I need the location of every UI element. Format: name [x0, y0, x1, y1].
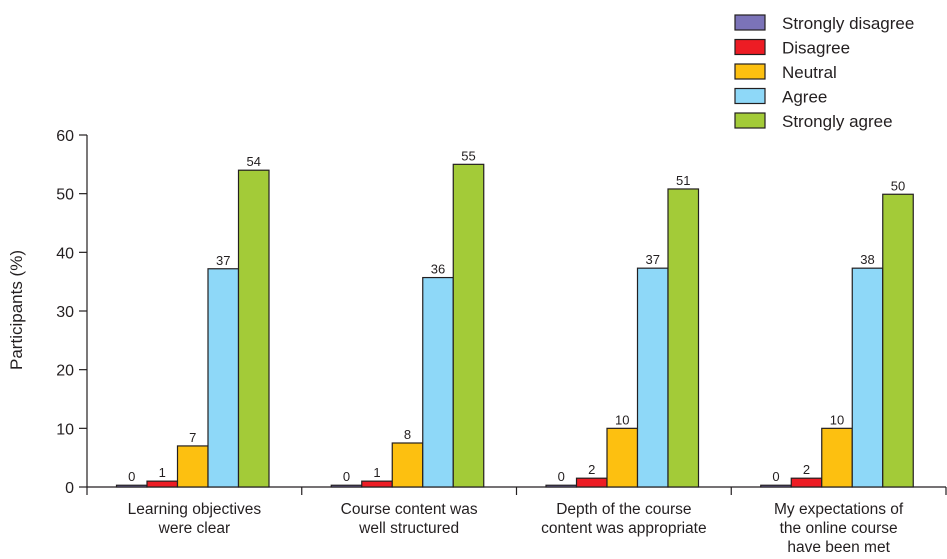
bar [760, 484, 792, 488]
x-category-label: Learning objectives were clear [128, 501, 262, 537]
bar [575, 477, 608, 488]
x-category-label: Course content was well structured [341, 501, 478, 537]
bar [146, 480, 179, 488]
legend: Strongly disagree Disagree Neutral Agree Str… [734, 14, 914, 131]
legend-swatch [734, 112, 766, 129]
value-label: 2 [588, 462, 595, 477]
value-label: 2 [803, 462, 810, 477]
value-label: 8 [404, 427, 411, 442]
y-tick-label: 0 [65, 480, 74, 497]
bar [176, 445, 209, 488]
x-category-label: My expectations of the online course have … [774, 501, 904, 556]
y-tick-label: 60 [56, 128, 74, 145]
value-label: 10 [615, 412, 629, 427]
value-label: 0 [558, 469, 565, 484]
value-label: 54 [247, 154, 261, 169]
value-label: 36 [431, 262, 445, 277]
bar [636, 267, 669, 488]
x-axis: Learning objectives were clear Course cont… [86, 486, 947, 556]
legend-label: Disagree [782, 39, 850, 58]
bar [821, 427, 853, 488]
y-tick-label: 40 [56, 245, 74, 262]
value-label: 51 [676, 173, 690, 188]
bar [422, 276, 454, 488]
bar [851, 267, 884, 488]
bar [882, 193, 914, 488]
bar [207, 268, 240, 488]
bar [391, 442, 424, 488]
value-label: 37 [646, 252, 660, 267]
y-tick-label: 20 [56, 363, 74, 380]
value-label: 10 [830, 412, 844, 427]
value-label: 1 [373, 465, 380, 480]
bar [790, 477, 823, 488]
y-tick-label: 50 [56, 187, 74, 204]
y-tick-label: 30 [56, 304, 74, 321]
bar [452, 163, 485, 488]
bars [115, 163, 914, 488]
legend-swatch [734, 38, 766, 56]
value-label: 1 [159, 465, 166, 480]
value-label: 0 [772, 469, 779, 484]
bar [667, 188, 700, 488]
x-category-label: Depth of the course content was appropria… [541, 501, 706, 537]
value-label: 7 [189, 430, 196, 445]
legend-swatch [734, 14, 766, 31]
legend-swatch [734, 87, 766, 105]
bar [330, 484, 363, 488]
legend-label: Strongly disagree [782, 14, 914, 33]
bar [545, 484, 578, 488]
legend-label: Agree [782, 88, 827, 107]
value-label: 37 [216, 253, 230, 268]
value-label: 0 [343, 469, 350, 484]
legend-label: Neutral [782, 63, 837, 82]
y-axis-title: Participants (%) [7, 250, 26, 370]
value-label: 38 [860, 252, 874, 267]
value-label: 55 [461, 148, 475, 163]
legend-swatch [734, 63, 766, 80]
bar [606, 427, 639, 488]
value-label: 0 [128, 469, 135, 484]
y-axis: 0 10 20 30 40 50 60 [56, 128, 88, 497]
value-label: 50 [891, 178, 905, 193]
y-tick-label: 10 [56, 421, 74, 438]
bar [361, 480, 393, 488]
bar [115, 484, 148, 488]
bar [237, 169, 270, 488]
legend-label: Strongly agree [782, 112, 893, 131]
